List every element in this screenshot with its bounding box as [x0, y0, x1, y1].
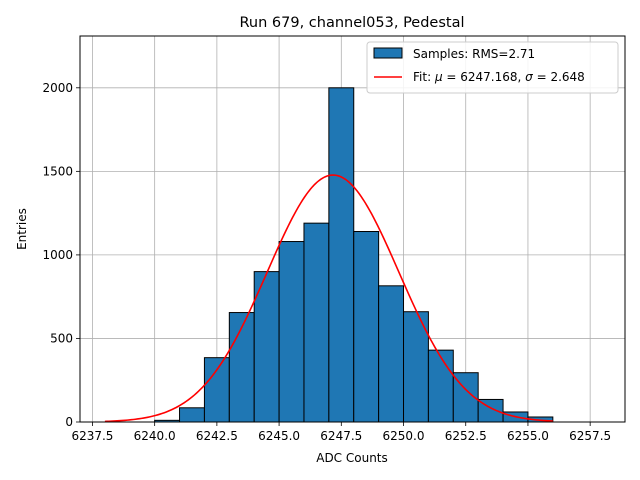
histogram-bar — [278, 241, 305, 423]
histogram-bar — [353, 231, 380, 423]
y-tick-label: 500 — [50, 331, 73, 345]
x-tick-label: 6247.5 — [320, 429, 362, 443]
x-tick-label: 6252.5 — [445, 429, 487, 443]
histogram-bar — [179, 407, 205, 423]
legend-swatch-samples — [373, 47, 403, 59]
x-axis-label: ADC Counts — [316, 451, 388, 465]
legend-fit-sigma: σ — [525, 70, 533, 84]
chart-title: Run 679, channel053, Pedestal — [239, 15, 464, 31]
x-tick-label: 6245.0 — [258, 429, 300, 443]
x-tick-label: 6255.0 — [507, 429, 549, 443]
histogram-bar — [253, 271, 280, 423]
histogram-bar — [203, 357, 230, 423]
legend-box — [366, 41, 619, 94]
x-tick-label: 6257.5 — [569, 429, 611, 443]
histogram-bar — [328, 87, 355, 423]
histogram-bar — [303, 222, 330, 423]
histogram-bar — [427, 349, 454, 423]
x-tick-label: 6250.0 — [383, 429, 425, 443]
x-axis-ticks: 6237.5 6240.0 6242.5 6245.0 6247.5 6250.0 6252… — [71, 422, 611, 443]
y-tick-label: 1000 — [42, 248, 73, 262]
legend-label-fit: Fit: μ = 6247.168, σ = 2.648 — [413, 70, 585, 84]
legend-fit-mu: μ — [434, 70, 443, 84]
x-tick-label: 6240.0 — [134, 429, 176, 443]
legend: Samples: RMS=2.71 Fit: μ = 6247.168, σ =… — [366, 41, 619, 94]
x-tick-label: 6242.5 — [196, 429, 238, 443]
histogram-bar — [228, 312, 255, 423]
fit-curve — [104, 174, 553, 423]
y-tick-label: 1500 — [42, 164, 73, 178]
y-axis-ticks: 0 500 1000 1500 2000 — [42, 81, 80, 429]
legend-fit-prefix: Fit: — [413, 70, 435, 84]
plot-frame — [79, 35, 626, 423]
legend-fit-suffix: = 2.648 — [533, 70, 585, 84]
legend-label-samples: Samples: RMS=2.71 — [413, 47, 535, 61]
histogram-bar — [378, 285, 405, 423]
y-axis-label: Entries — [15, 208, 29, 250]
y-tick-label: 0 — [65, 415, 73, 429]
legend-fit-mid: = 6247.168, — [443, 70, 526, 84]
x-tick-label: 6237.5 — [71, 429, 113, 443]
y-tick-label: 2000 — [42, 81, 73, 95]
